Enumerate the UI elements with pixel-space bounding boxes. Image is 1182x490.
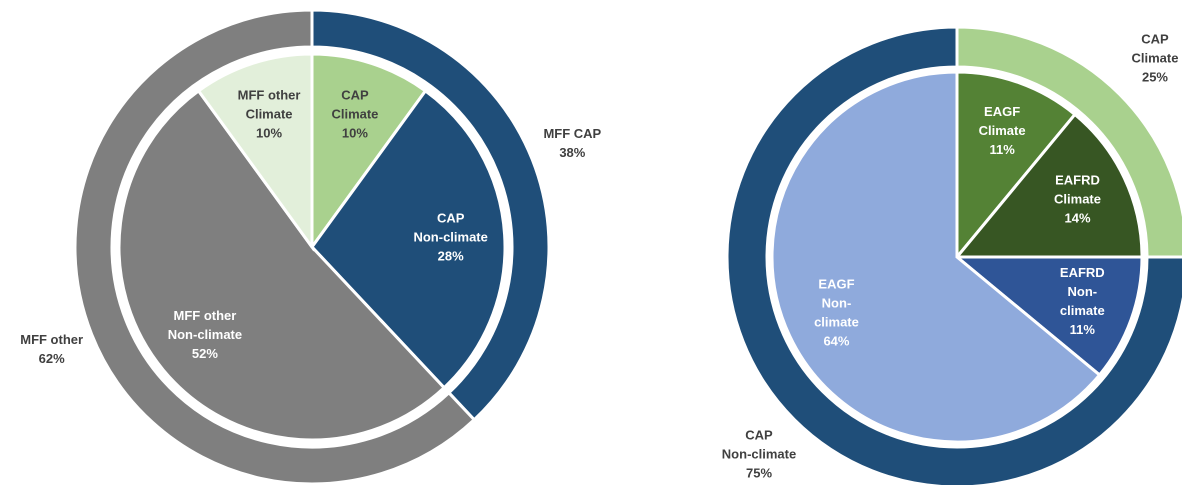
slice-label: Climate	[331, 106, 378, 121]
slice-value-label: 11%	[989, 142, 1015, 157]
slice-label: CAP	[341, 87, 369, 102]
slice-value-label: 14%	[1065, 211, 1091, 226]
slice-label: MFF other	[238, 87, 301, 102]
slice-label: MFF other	[174, 308, 237, 323]
slice-label: CAP	[1141, 31, 1169, 46]
slice-label: EAGF	[984, 104, 1020, 119]
slice-label: CAP	[745, 427, 773, 442]
slice-label: Non-climate	[168, 327, 242, 342]
slice-label: Non-	[822, 296, 852, 311]
inner-slice	[953, 112, 1144, 259]
slice-label: MFF CAP	[543, 126, 601, 141]
slice-value-label: 62%	[39, 351, 65, 366]
slice-label: Climate	[1132, 50, 1179, 65]
slice-value-label: 10%	[342, 125, 368, 140]
slice-label: Climate	[979, 123, 1026, 138]
slice-value-label: 64%	[823, 334, 849, 349]
slice-value-label: 28%	[438, 249, 464, 264]
slice-label: Climate	[1054, 192, 1101, 207]
slice-label: Climate	[246, 106, 293, 121]
slice-value-label: 38%	[559, 145, 585, 160]
inner-slice	[117, 88, 447, 442]
inner-slice	[955, 70, 1078, 262]
slice-label: Non-climate	[413, 230, 487, 245]
outer-slice	[73, 8, 477, 486]
slice-value-label: 10%	[256, 125, 282, 140]
slice-label: EAFRD	[1060, 265, 1105, 280]
slice-label: Non-	[1068, 284, 1098, 299]
slice-label: climate	[814, 315, 859, 330]
slice-value-label: 11%	[1070, 322, 1096, 337]
outer-slice	[955, 25, 1182, 259]
slice-label: CAP	[437, 211, 465, 226]
inner-slice	[310, 52, 428, 252]
slice-label: EAGF	[818, 277, 854, 292]
slice-label: EAFRD	[1055, 173, 1100, 188]
inner-slice	[770, 70, 1102, 444]
inner-slice	[310, 88, 507, 390]
slice-value-label: 52%	[192, 346, 218, 361]
slice-label: MFF other	[20, 332, 83, 347]
slice-label: Non-climate	[722, 446, 796, 461]
slice-value-label: 25%	[1142, 69, 1168, 84]
slice-value-label: 75%	[746, 465, 772, 480]
inner-slice	[952, 255, 1144, 378]
inner-slice	[196, 52, 314, 252]
slice-label: climate	[1060, 303, 1105, 318]
